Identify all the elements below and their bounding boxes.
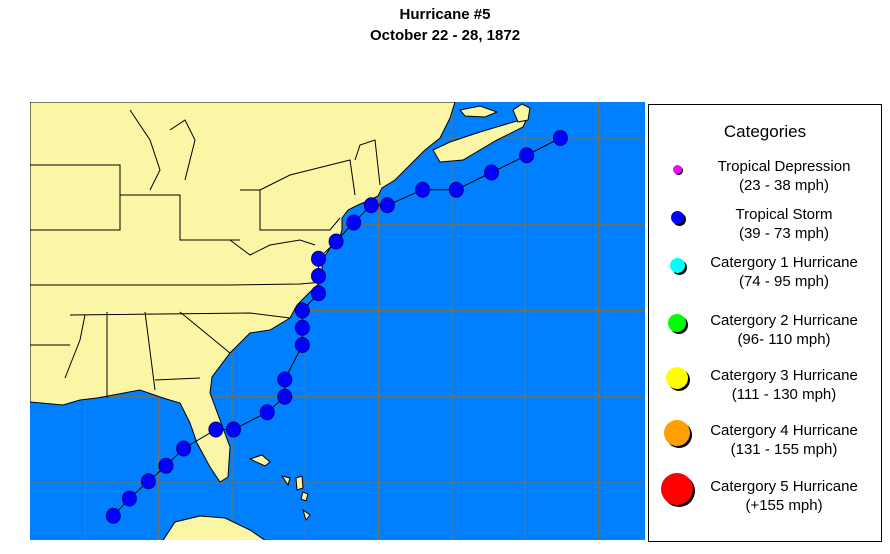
legend-wind-range: (39 - 73 mph) bbox=[738, 225, 830, 242]
state-borders bbox=[30, 109, 381, 398]
cuba bbox=[162, 515, 266, 540]
legend-wind-range: (111 - 130 mph) bbox=[731, 386, 837, 403]
legend-wind-range: (74 - 95 mph) bbox=[738, 273, 830, 290]
legend-category-name: Tropical Depression bbox=[717, 158, 851, 175]
storm-position-marker bbox=[176, 440, 192, 457]
bahamas-island bbox=[248, 454, 271, 467]
legend-label: Catergory 5 Hurricane (+155 mph) bbox=[689, 477, 879, 515]
map-title: Hurricane #5 bbox=[399, 6, 491, 23]
storm-position-marker bbox=[259, 404, 275, 421]
legend-category-name: Catergory 4 Hurricane bbox=[710, 422, 858, 439]
legend-item: Tropical Depression (23 - 38 mph) bbox=[649, 157, 881, 201]
storm-position-marker bbox=[310, 250, 326, 267]
legend-marker-icon bbox=[670, 210, 684, 224]
bahamas-island bbox=[280, 475, 291, 487]
storm-position-marker bbox=[294, 319, 310, 336]
legend-marker-icon bbox=[668, 314, 686, 332]
storm-position-marker bbox=[105, 507, 121, 524]
legend: Categories Tropical Depression (23 - 38 m… bbox=[648, 104, 882, 542]
storm-position-marker bbox=[310, 285, 326, 302]
legend-item: Catergory 5 Hurricane (+155 mph) bbox=[649, 473, 881, 521]
storm-position-marker bbox=[294, 337, 310, 353]
land bbox=[30, 102, 531, 540]
legend-wind-range: (131 - 155 mph) bbox=[730, 441, 838, 458]
storm-position-marker bbox=[277, 388, 293, 405]
legend-item: Tropical Storm (39 - 73 mph) bbox=[649, 205, 881, 249]
storm-position-marker bbox=[552, 130, 568, 146]
storm-track-points bbox=[105, 130, 568, 524]
storm-position-marker bbox=[346, 214, 362, 231]
storm-position-marker bbox=[158, 457, 174, 474]
storm-position-marker bbox=[277, 371, 293, 388]
legend-wind-range: (23 - 38 mph) bbox=[738, 177, 830, 194]
legend-marker-icon bbox=[672, 164, 682, 174]
storm-position-marker bbox=[379, 197, 395, 214]
nova-scotia bbox=[432, 117, 528, 163]
legend-marker-icon bbox=[661, 473, 693, 505]
storm-position-marker bbox=[483, 164, 499, 181]
legend-marker-icon bbox=[664, 420, 690, 446]
legend-category-name: Catergory 5 Hurricane bbox=[710, 478, 858, 495]
storm-position-marker bbox=[310, 268, 326, 284]
prince-edward-island bbox=[459, 105, 499, 118]
bahamas-island bbox=[300, 491, 309, 502]
legend-category-name: Tropical Storm bbox=[735, 206, 833, 223]
legend-label: Catergory 2 Hurricane (96- 110 mph) bbox=[689, 311, 879, 349]
legend-category-name: Catergory 3 Hurricane bbox=[710, 367, 858, 384]
storm-position-marker bbox=[294, 302, 310, 319]
bahamas-island bbox=[302, 508, 311, 522]
storm-position-marker bbox=[208, 421, 224, 438]
legend-wind-range: (+155 mph) bbox=[745, 497, 823, 514]
legend-item: Catergory 2 Hurricane (96- 110 mph) bbox=[649, 311, 881, 355]
legend-label: Catergory 4 Hurricane (131 - 155 mph) bbox=[689, 421, 879, 459]
legend-marker-icon bbox=[666, 367, 688, 389]
bahamas-island bbox=[295, 475, 304, 491]
legend-marker-icon bbox=[669, 257, 685, 273]
legend-item: Catergory 4 Hurricane (131 - 155 mph) bbox=[649, 420, 881, 465]
storm-position-marker bbox=[448, 181, 464, 198]
storm-position-marker bbox=[140, 473, 156, 490]
legend-label: Catergory 1 Hurricane (74 - 95 mph) bbox=[689, 253, 879, 291]
cape-breton bbox=[512, 103, 531, 123]
legend-category-name: Catergory 1 Hurricane bbox=[710, 254, 858, 271]
legend-label: Tropical Depression (23 - 38 mph) bbox=[689, 157, 879, 195]
storm-position-marker bbox=[363, 197, 379, 214]
storm-position-marker bbox=[225, 421, 241, 438]
storm-position-marker bbox=[121, 490, 137, 507]
legend-item: Catergory 1 Hurricane (74 - 95 mph) bbox=[649, 253, 881, 297]
storm-position-marker bbox=[415, 181, 431, 198]
north-america-landmass bbox=[30, 102, 456, 483]
legend-label: Catergory 3 Hurricane (111 - 130 mph) bbox=[689, 366, 879, 404]
legend-label: Tropical Storm (39 - 73 mph) bbox=[689, 205, 879, 243]
legend-title: Categories bbox=[723, 122, 807, 141]
map-subtitle: October 22 - 28, 1872 bbox=[369, 27, 521, 44]
storm-position-marker bbox=[519, 147, 535, 164]
legend-wind-range: (96- 110 mph) bbox=[737, 331, 831, 348]
legend-category-name: Catergory 2 Hurricane bbox=[710, 312, 858, 329]
storm-position-marker bbox=[328, 233, 344, 250]
legend-item: Catergory 3 Hurricane (111 - 130 mph) bbox=[649, 366, 881, 410]
